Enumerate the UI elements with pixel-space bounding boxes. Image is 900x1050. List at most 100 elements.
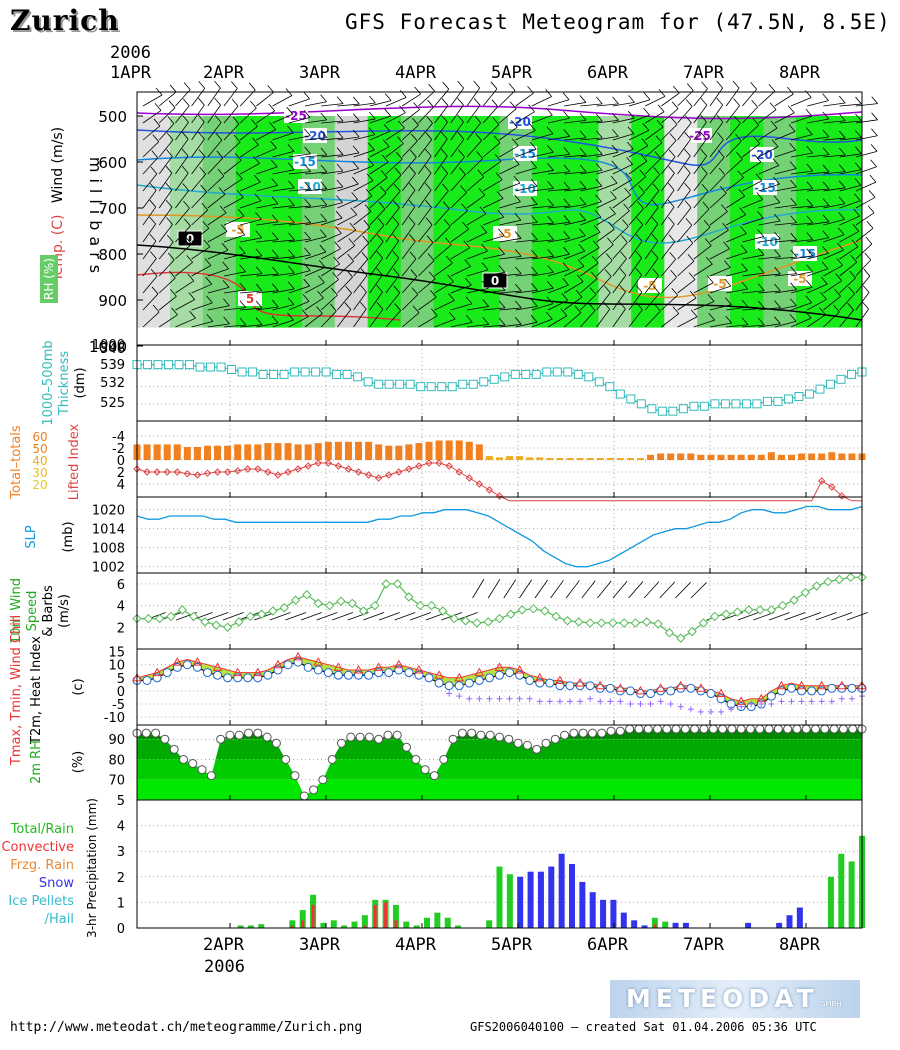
wind-barb bbox=[725, 158, 743, 175]
wind-barb bbox=[256, 239, 279, 243]
wind-barb-flag bbox=[770, 120, 778, 129]
wind-barb-flag bbox=[197, 114, 205, 123]
wind-speed-point bbox=[528, 604, 539, 614]
wind-barb-flag bbox=[222, 261, 229, 270]
precip-bar bbox=[363, 925, 367, 928]
panel-label: Speed bbox=[25, 591, 40, 632]
wind-barb-flag bbox=[652, 268, 659, 276]
t2m-point bbox=[343, 670, 353, 680]
contour-label: -15 bbox=[514, 147, 536, 161]
lifted-index-point bbox=[838, 492, 846, 500]
wind-speed-point bbox=[234, 617, 244, 627]
wind-barb bbox=[450, 192, 467, 209]
wind-barb-flag bbox=[288, 265, 295, 274]
wind-barb-flag bbox=[239, 300, 247, 308]
wind-barb bbox=[823, 187, 846, 192]
wind-barb bbox=[304, 267, 326, 277]
wind-barb-flag bbox=[149, 199, 157, 208]
total-totals-bar bbox=[214, 445, 222, 460]
total-totals-bar bbox=[324, 441, 332, 460]
thickness-point bbox=[678, 404, 688, 414]
wind-barb-flag bbox=[367, 158, 375, 166]
wind-barb bbox=[742, 180, 763, 192]
wind-barb bbox=[466, 87, 481, 107]
precip-bar bbox=[651, 917, 658, 928]
precip-bar bbox=[848, 861, 855, 928]
precip-bar bbox=[672, 922, 679, 928]
precip-tick-label: 2 bbox=[117, 871, 125, 886]
wind-barb bbox=[807, 205, 830, 209]
wind-barb bbox=[790, 302, 812, 311]
wind-barb bbox=[434, 155, 448, 175]
wind-barb bbox=[434, 173, 449, 192]
precip-bar bbox=[838, 853, 845, 928]
contour-label: 5 bbox=[246, 292, 254, 306]
wind-barb-flag bbox=[805, 280, 813, 288]
wind-barb-flag bbox=[443, 219, 451, 227]
wind-barb-flag bbox=[595, 194, 602, 202]
wind-barb bbox=[661, 156, 676, 175]
thickness-point bbox=[269, 369, 279, 379]
wind-barb-flag bbox=[756, 210, 764, 219]
rh-point bbox=[476, 730, 486, 740]
thickness-point bbox=[353, 372, 363, 382]
wind-barb-flag bbox=[755, 173, 763, 182]
thickness-point bbox=[521, 369, 531, 379]
wind-barb-flag bbox=[651, 200, 659, 208]
total-totals-bar bbox=[365, 441, 373, 460]
wind-barb bbox=[142, 190, 157, 209]
wind-barb-flag bbox=[641, 138, 649, 146]
rh-point bbox=[643, 724, 653, 734]
wind-barb-flag bbox=[272, 266, 279, 275]
wind-barb bbox=[450, 266, 471, 277]
wind-barb-flag bbox=[304, 146, 311, 155]
wind-barb bbox=[499, 238, 522, 243]
t2m-point bbox=[515, 670, 525, 680]
wind-barb-flag bbox=[361, 251, 369, 260]
wind-barb bbox=[304, 188, 327, 192]
t2m-point bbox=[283, 660, 293, 670]
thickness-point bbox=[804, 389, 814, 399]
wind-barb-flag bbox=[772, 158, 780, 166]
panel-frame bbox=[136, 344, 863, 422]
rh-point bbox=[206, 771, 216, 781]
wind-speed-point bbox=[438, 606, 448, 616]
wind-barb bbox=[547, 284, 569, 294]
wind-barb bbox=[191, 173, 206, 192]
wind-barb bbox=[612, 194, 631, 209]
wind-barb-flag bbox=[376, 302, 384, 310]
wind-barb-flag bbox=[579, 212, 586, 221]
wind-barb bbox=[499, 164, 520, 175]
upper-air-panel: 5006007008009001000-25-25-20-20-20-15-15… bbox=[40, 80, 878, 356]
t2m-point bbox=[243, 673, 253, 683]
wind-barb bbox=[612, 210, 630, 226]
wind-barb-flag bbox=[862, 301, 869, 310]
precip-bar bbox=[301, 920, 305, 928]
wind-barb-flag bbox=[203, 239, 211, 248]
wind-barb-flag bbox=[149, 216, 156, 225]
wind-barb-flag bbox=[392, 216, 400, 225]
wind-barb bbox=[450, 174, 466, 192]
wind-barb-flag bbox=[595, 178, 603, 187]
wind-barb bbox=[823, 234, 845, 243]
rh-point bbox=[811, 724, 821, 734]
wind-barb bbox=[304, 137, 327, 141]
wind-barb-flag bbox=[530, 314, 538, 323]
precip-bar bbox=[579, 881, 586, 928]
wind-barb bbox=[272, 304, 295, 311]
precip-bar bbox=[589, 892, 596, 928]
wind-barb bbox=[661, 108, 679, 124]
wind-barb bbox=[855, 135, 878, 141]
wind-barb-flag bbox=[336, 130, 344, 139]
wind-barb bbox=[515, 148, 537, 158]
footer-url[interactable]: http://www.meteodat.ch/meteogramme/Zuric… bbox=[10, 1020, 363, 1035]
wind-barb-flag bbox=[546, 280, 554, 289]
rh-point bbox=[541, 738, 551, 748]
wind-barb bbox=[823, 171, 846, 175]
wind-speed-point bbox=[426, 600, 437, 611]
wind-barb-flag bbox=[790, 197, 797, 206]
wind-barb-flag bbox=[232, 116, 240, 125]
wind-barb-flag bbox=[685, 217, 693, 226]
t2m-point bbox=[545, 678, 555, 688]
wind-barb-flag bbox=[498, 300, 506, 309]
